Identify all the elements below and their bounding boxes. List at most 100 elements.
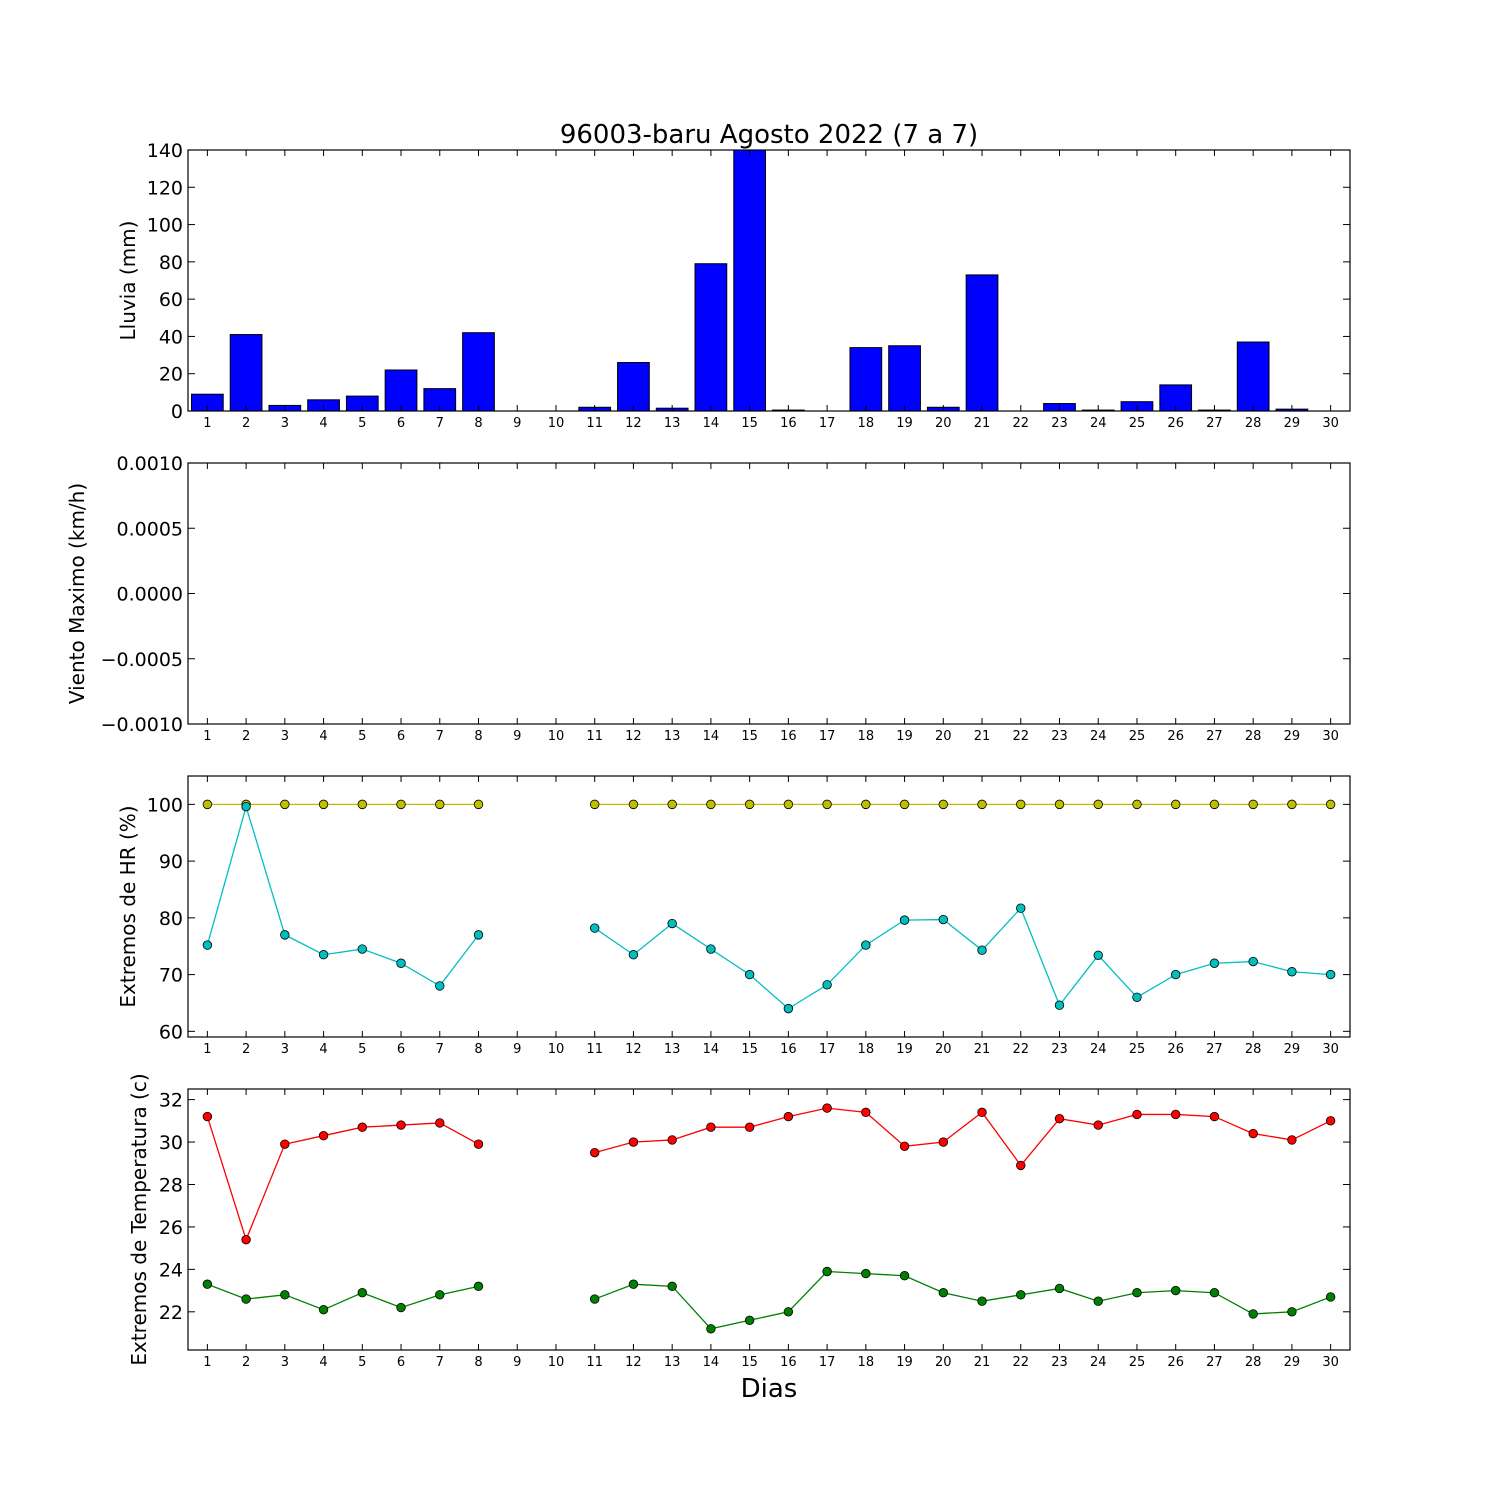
x-tick-label: 21 xyxy=(974,1355,991,1370)
data-point xyxy=(899,799,910,810)
data-point xyxy=(1209,1111,1220,1122)
data-point xyxy=(744,1122,755,1132)
x-tick-label: 18 xyxy=(858,416,875,431)
x-tick-label: 25 xyxy=(1129,729,1146,744)
data-point xyxy=(473,930,484,940)
y-tick-label: 26 xyxy=(159,1217,183,1239)
x-tick-label: 16 xyxy=(780,1042,797,1057)
data-point xyxy=(202,1111,213,1122)
x-tick-label: 28 xyxy=(1245,1042,1262,1057)
x-tick-label: 13 xyxy=(664,729,681,744)
data-point xyxy=(938,799,949,810)
data-point xyxy=(357,944,368,954)
x-tick-label: 16 xyxy=(780,1355,797,1370)
x-tick-label: 1 xyxy=(203,416,211,431)
axes-frame xyxy=(187,149,1351,412)
data-point xyxy=(822,1266,832,1277)
data-point xyxy=(783,799,794,810)
x-tick-label: 13 xyxy=(664,1042,681,1057)
x-tick-label: 19 xyxy=(896,1355,913,1370)
x-tick-label: 29 xyxy=(1284,1042,1301,1057)
x-tick-label: 6 xyxy=(397,1355,405,1370)
x-tick-label: 9 xyxy=(513,1355,521,1370)
y-tick-label: 120 xyxy=(147,177,183,199)
x-tick-label: 8 xyxy=(474,1355,482,1370)
data-point xyxy=(861,940,871,950)
data-point xyxy=(706,799,716,810)
y-tick-label: −0.0005 xyxy=(101,649,183,671)
data-point xyxy=(396,1120,406,1130)
x-tick-label: 24 xyxy=(1090,729,1107,744)
data-point xyxy=(318,1130,329,1141)
data-point xyxy=(590,1147,600,1158)
data-point xyxy=(667,918,677,929)
x-tick-label: 15 xyxy=(741,1042,758,1057)
data-point xyxy=(1209,799,1220,810)
x-tick-label: 6 xyxy=(397,416,405,431)
axes-frame xyxy=(187,775,1351,1038)
x-tick-label: 30 xyxy=(1322,1355,1339,1370)
x-tick-label: 5 xyxy=(358,729,366,744)
data-point xyxy=(744,969,755,980)
x-tick-label: 3 xyxy=(281,1042,289,1057)
y-axis-label: Viento Maximo (km/h) xyxy=(65,483,89,704)
x-tick-label: 27 xyxy=(1206,1042,1223,1057)
x-tick-label: 14 xyxy=(703,1355,720,1370)
x-tick-label: 4 xyxy=(319,1042,327,1057)
data-point xyxy=(1093,950,1103,961)
x-tick-label: 23 xyxy=(1051,1355,1068,1370)
y-tick-label: 80 xyxy=(159,252,183,274)
x-tick-label: 25 xyxy=(1129,1355,1146,1370)
x-tick-label: 20 xyxy=(935,729,952,744)
x-tick-label: 16 xyxy=(780,416,797,431)
data-point xyxy=(1248,799,1258,810)
x-tick-label: 24 xyxy=(1090,1042,1107,1057)
x-tick-label: 11 xyxy=(586,1042,603,1057)
data-point xyxy=(280,1290,290,1300)
x-tick-label: 29 xyxy=(1284,416,1301,431)
x-tick-label: 18 xyxy=(858,1042,875,1057)
data-point xyxy=(435,981,445,991)
x-tick-label: 7 xyxy=(436,1042,444,1057)
y-tick-label: 20 xyxy=(159,364,183,386)
rain-bar xyxy=(462,332,495,412)
x-tick-label: 18 xyxy=(858,1355,875,1370)
x-tick-label: 17 xyxy=(819,1355,836,1370)
data-point xyxy=(1287,1135,1297,1145)
data-point xyxy=(590,1294,600,1304)
x-tick-label: 8 xyxy=(474,729,482,744)
x-tick-label: 17 xyxy=(819,1042,836,1057)
x-tick-label: 27 xyxy=(1206,416,1223,431)
x-tick-label: 13 xyxy=(664,416,681,431)
data-point xyxy=(202,1279,213,1289)
x-tick-label: 7 xyxy=(436,1355,444,1370)
x-tick-label: 14 xyxy=(703,729,720,744)
data-point xyxy=(783,1307,794,1317)
data-point xyxy=(822,799,832,810)
x-tick-label: 9 xyxy=(513,729,521,744)
data-point xyxy=(977,1296,987,1306)
x-tick-label: 28 xyxy=(1245,416,1262,431)
x-tick-label: 12 xyxy=(625,729,642,744)
x-tick-label: 22 xyxy=(1012,729,1029,744)
x-tick-label: 8 xyxy=(474,416,482,431)
x-tick-label: 29 xyxy=(1284,729,1301,744)
x-tick-label: 17 xyxy=(819,729,836,744)
y-axis-label: Extremos de HR (%) xyxy=(116,805,140,1007)
x-tick-label: 13 xyxy=(664,1355,681,1370)
x-tick-label: 9 xyxy=(513,1042,521,1057)
y-tick-label: 0.0000 xyxy=(117,584,183,606)
x-tick-label: 10 xyxy=(548,1355,565,1370)
data-point xyxy=(396,958,406,968)
data-point xyxy=(783,1111,794,1122)
data-point xyxy=(318,950,329,960)
x-tick-label: 15 xyxy=(741,729,758,744)
data-point xyxy=(1170,969,1181,980)
data-point xyxy=(202,799,213,810)
data-point xyxy=(667,1135,677,1145)
x-tick-label: 5 xyxy=(358,416,366,431)
data-point xyxy=(280,930,290,940)
x-tick-label: 6 xyxy=(397,729,405,744)
